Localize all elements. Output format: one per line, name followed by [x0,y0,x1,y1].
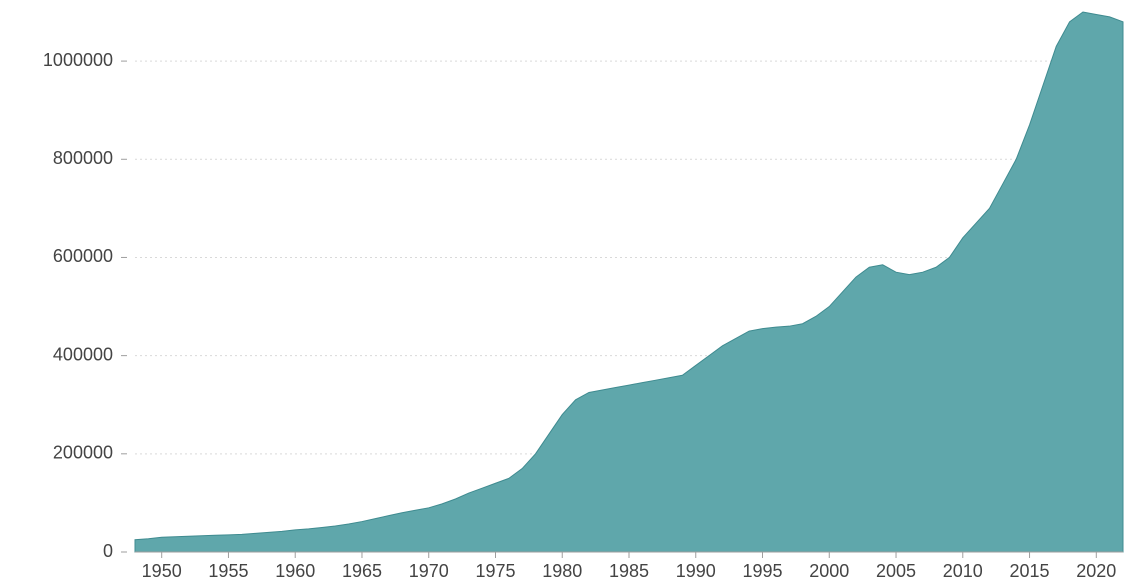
y-tick-label: 1000000 [43,50,113,70]
y-tick-label: 600000 [53,246,113,266]
x-tick-label: 2000 [809,561,849,581]
y-tick-label: 0 [103,541,113,561]
area-chart: 0 200000 400000 600000 800000 1000000 1950 1955… [0,0,1134,585]
x-tick-label: 1990 [676,561,716,581]
x-tick-label: 2020 [1076,561,1116,581]
x-tick-label: 1985 [609,561,649,581]
x-tick-label: 1960 [275,561,315,581]
x-tick-label: 1970 [409,561,449,581]
x-tick-label: 1950 [142,561,182,581]
x-tick-label: 1995 [742,561,782,581]
y-tick-label: 200000 [53,443,113,463]
y-tick-label: 400000 [53,344,113,364]
x-tick-label: 2010 [943,561,983,581]
x-tick-label: 2015 [1010,561,1050,581]
x-tick-label: 1955 [208,561,248,581]
x-tick-label: 2005 [876,561,916,581]
y-tick-label: 800000 [53,148,113,168]
x-tick-label: 1975 [475,561,515,581]
x-tick-label: 1980 [542,561,582,581]
chart-svg: 0 200000 400000 600000 800000 1000000 1950 1955… [0,0,1134,585]
x-tick-label: 1965 [342,561,382,581]
